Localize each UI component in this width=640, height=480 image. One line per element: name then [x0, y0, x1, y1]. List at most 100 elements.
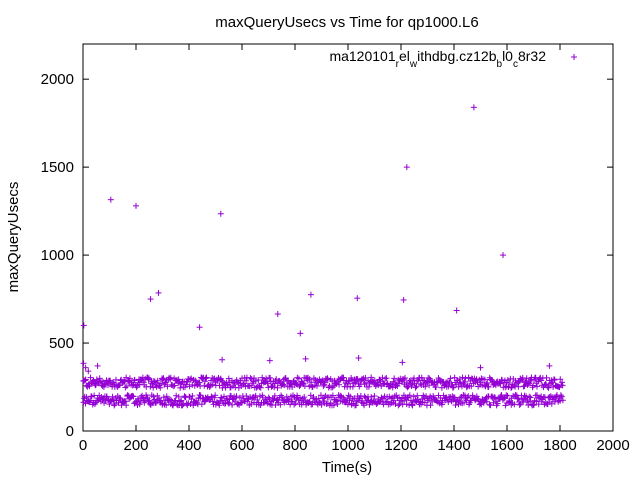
data-point: [205, 396, 212, 403]
data-point: [512, 391, 519, 398]
data-point: [336, 381, 343, 388]
data-point: [530, 402, 537, 409]
data-point: [533, 392, 540, 399]
x-tick-label: 600: [229, 437, 254, 454]
data-point: [133, 384, 140, 391]
data-point: [196, 379, 203, 386]
data-point: [483, 398, 490, 405]
data-point: [317, 392, 324, 399]
data-point: [257, 384, 264, 391]
data-point: [111, 401, 118, 408]
data-point: [267, 374, 274, 381]
data-point: [107, 196, 114, 203]
data-point: [196, 324, 203, 331]
data-point: [212, 392, 219, 399]
plot-border: [82, 43, 614, 432]
data-point: [274, 384, 281, 391]
data-point: [291, 401, 298, 408]
data-point: [484, 379, 491, 386]
data-point: [508, 384, 515, 391]
data-point: [129, 392, 136, 399]
data-point: [103, 393, 110, 400]
data-point: [281, 382, 288, 389]
data-point: [403, 164, 410, 171]
data-point: [222, 400, 229, 407]
data-point: [271, 384, 278, 391]
x-tick-label: 800: [282, 437, 307, 454]
data-point: [543, 374, 550, 381]
data-point: [134, 382, 141, 389]
data-point: [188, 396, 195, 403]
data-point: [234, 379, 241, 386]
data-point: [400, 296, 407, 303]
data-point: [197, 392, 204, 399]
data-point: [524, 397, 531, 404]
x-tick-label: 1400: [437, 437, 470, 454]
x-tick-label: 1200: [384, 437, 417, 454]
data-point: [186, 383, 193, 390]
data-point: [80, 322, 87, 329]
data-point: [371, 377, 378, 384]
data-point: [447, 375, 454, 382]
data-point: [266, 357, 273, 364]
data-point: [256, 384, 263, 391]
data-point: [83, 394, 90, 401]
data-point: [538, 398, 545, 405]
y-tick-label: 2000: [41, 71, 74, 88]
data-point: [427, 402, 434, 409]
data-point: [225, 400, 232, 407]
data-point: [307, 291, 314, 298]
data-point: [413, 383, 420, 390]
data-point: [203, 374, 210, 381]
data-point: [125, 377, 132, 384]
data-point: [154, 377, 161, 384]
data-point: [404, 384, 411, 391]
data-point: [432, 384, 439, 391]
data-point: [271, 392, 278, 399]
data-point: [99, 396, 106, 403]
data-point: [313, 383, 320, 390]
data-point: [546, 362, 553, 369]
data-point: [526, 393, 533, 400]
data-point: [368, 374, 375, 381]
data-point: [177, 398, 184, 405]
x-tick-label: 1000: [331, 437, 364, 454]
data-point: [164, 383, 171, 390]
data-point: [333, 397, 340, 404]
data-point: [487, 402, 494, 409]
data-point: [456, 379, 463, 386]
data-point: [173, 392, 180, 399]
data-point: [455, 383, 462, 390]
data-point: [249, 380, 256, 387]
data-point: [349, 383, 356, 390]
data-point: [464, 394, 471, 401]
data-point: [243, 377, 250, 384]
data-point: [265, 384, 272, 391]
data-point: [514, 395, 521, 402]
data-point: [481, 376, 488, 383]
data-point: [122, 384, 129, 391]
legend-marker: [571, 54, 577, 60]
y-tick-label: 500: [49, 335, 74, 352]
data-point: [410, 375, 417, 382]
data-point: [470, 104, 477, 111]
data-point: [523, 375, 530, 382]
data-point: [366, 401, 373, 408]
legend-label: ma120101relwithdbg.cz12bbl0c8r32: [329, 48, 546, 70]
data-point: [301, 394, 308, 401]
data-point: [503, 392, 510, 399]
data-point: [414, 392, 421, 399]
data-point: [445, 383, 452, 390]
data-point: [515, 395, 522, 402]
data-point: [268, 383, 275, 390]
data-point: [109, 393, 116, 400]
data-point: [559, 379, 566, 386]
data-point: [412, 384, 419, 391]
data-point: [187, 401, 194, 408]
data-point: [375, 382, 382, 389]
data-point: [225, 399, 232, 406]
y-axis-label: maxQueryUsecs: [5, 182, 22, 293]
y-axis: 0 500 1000 1500 2000: [41, 71, 613, 440]
data-point: [551, 376, 558, 383]
